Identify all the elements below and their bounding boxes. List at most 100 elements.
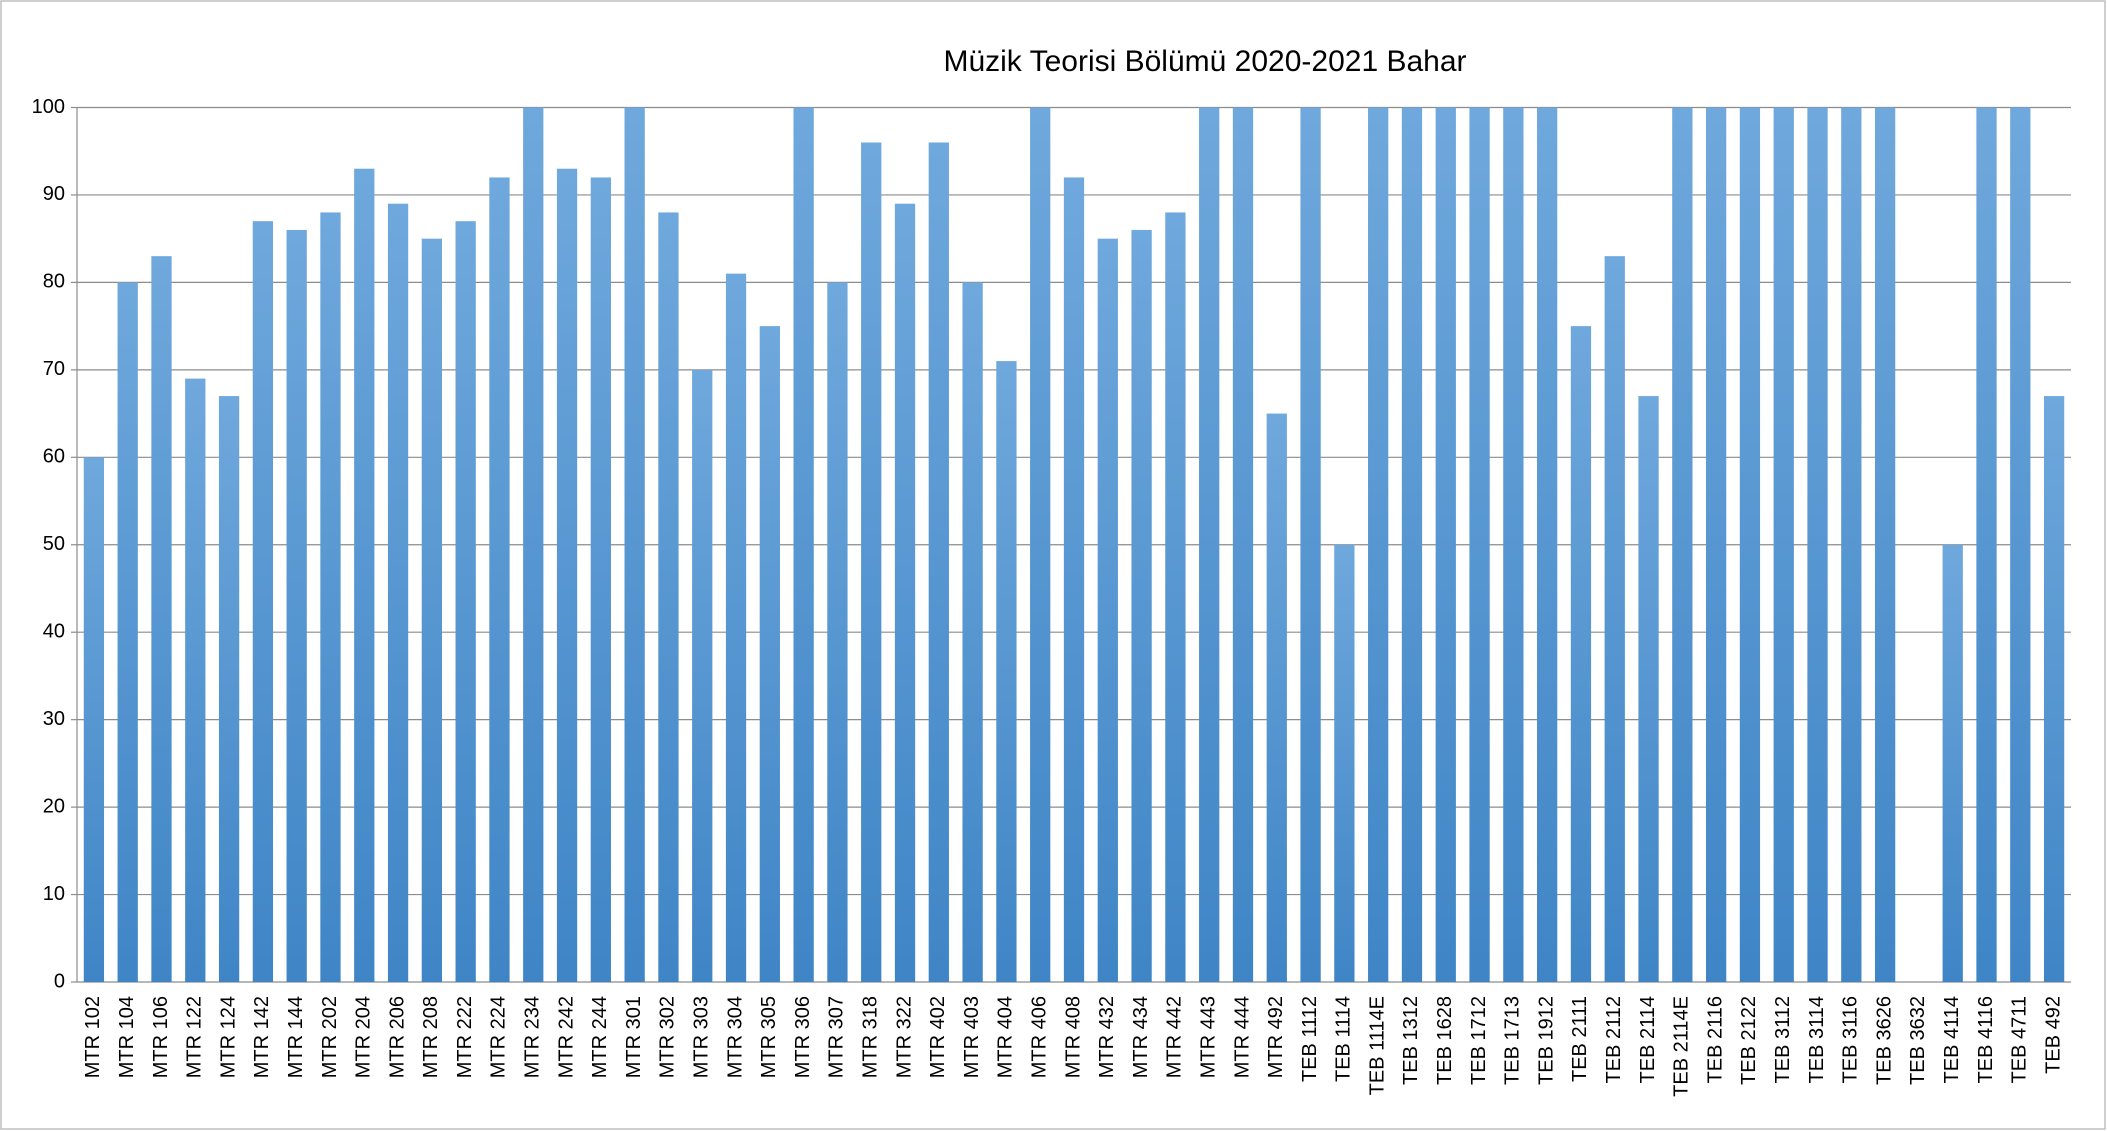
x-tick-label: TEB 2111 (1569, 996, 1591, 1082)
y-tick-label: 70 (43, 358, 65, 380)
bar (590, 177, 611, 982)
bar (2043, 396, 2065, 983)
bar (1773, 107, 1794, 982)
bar (1942, 544, 1963, 982)
x-tick-label: MTR 234 (522, 996, 544, 1078)
x-tick-label: TEB 3114 (1806, 996, 1828, 1083)
bar (793, 107, 814, 982)
bar (962, 282, 983, 982)
x-tick-label: MTR 204 (353, 996, 375, 1078)
bar (1165, 212, 1186, 982)
x-tick-label: MTR 304 (724, 996, 746, 1078)
x-tick-label: MTR 434 (1130, 996, 1152, 1078)
x-tick-label: MTR 442 (1164, 996, 1186, 1078)
bar (1976, 107, 1997, 982)
bar (489, 177, 510, 982)
bar (286, 229, 307, 982)
x-tick-label: MTR 307 (826, 996, 848, 1078)
x-tick-label: MTR 444 (1231, 996, 1253, 1078)
x-tick-label: MTR 122 (184, 996, 206, 1078)
y-tick-label: 10 (43, 883, 65, 905)
x-tick-label: MTR 202 (319, 996, 341, 1078)
bar (1841, 107, 1862, 982)
x-tick-label: MTR 102 (82, 996, 104, 1078)
bar (455, 221, 476, 982)
x-tick-label: MTR 322 (893, 996, 915, 1078)
bar (252, 221, 274, 982)
bar (523, 107, 544, 982)
x-tick-label: TEB 3112 (1772, 996, 1794, 1083)
bar (151, 256, 172, 982)
y-tick-label: 40 (43, 620, 65, 642)
x-tick-label: MTR 305 (758, 996, 780, 1078)
x-tick-label: TEB 1713 (1502, 996, 1524, 1085)
bar (692, 369, 713, 983)
x-tick-label: MTR 222 (454, 996, 476, 1078)
y-tick-label: 50 (43, 533, 65, 555)
x-tick-label: TEB 2116 (1704, 996, 1726, 1083)
bar (83, 457, 105, 982)
bar (1435, 107, 1456, 982)
x-tick-label: TEB 1112 (1299, 996, 1321, 1082)
y-tick-label: 100 (32, 96, 65, 118)
bar (421, 238, 443, 983)
bar (1537, 107, 1558, 982)
x-tick-label: MTR 244 (589, 996, 611, 1078)
x-tick-label: MTR 142 (251, 996, 273, 1078)
bar (658, 212, 679, 982)
x-tick-label: TEB 4711 (2009, 996, 2031, 1083)
x-tick-label: TEB 3626 (1873, 996, 1895, 1085)
x-tick-label: TEB 2112 (1603, 996, 1625, 1083)
x-tick-label: MTR 492 (1265, 996, 1287, 1078)
x-tick-label: MTR 224 (488, 996, 510, 1078)
y-tick-label: 60 (43, 446, 65, 468)
bar (1503, 107, 1524, 982)
bar (1368, 107, 1389, 982)
y-tick-label: 90 (43, 183, 65, 205)
x-tick-label: TEB 3632 (1907, 996, 1929, 1085)
x-tick-label: TEB 1114 (1333, 996, 1355, 1082)
bar (1705, 107, 1727, 982)
x-tick-label: MTR 443 (1197, 996, 1219, 1078)
x-tick-label: TEB 1312 (1400, 996, 1422, 1085)
bar (1097, 238, 1118, 983)
x-tick-label: TEB 492 (2042, 996, 2064, 1074)
x-tick-label: TEB 2114E (1671, 996, 1693, 1097)
bar (996, 361, 1017, 983)
bar (387, 203, 409, 982)
bar (2010, 107, 2031, 982)
x-tick-label: TEB 1912 (1535, 996, 1557, 1085)
x-tick-label: MTR 301 (623, 996, 645, 1078)
y-tick-label: 80 (43, 271, 65, 293)
x-tick-label: TEB 4114 (1941, 996, 1963, 1083)
bar (1063, 177, 1085, 982)
bar (1469, 107, 1490, 982)
bar (894, 203, 916, 982)
bar (759, 326, 780, 982)
bar (1739, 107, 1761, 982)
bar (1874, 107, 1896, 982)
x-tick-label: TEB 4116 (1975, 996, 1997, 1083)
bar (1672, 107, 1693, 982)
bar (861, 142, 882, 983)
x-tick-label: MTR 124 (217, 996, 239, 1078)
bar (1807, 107, 1828, 982)
x-tick-label: TEB 1628 (1434, 996, 1456, 1085)
bar (1604, 256, 1625, 982)
bar (1232, 107, 1254, 982)
x-tick-label: TEB 3116 (1840, 996, 1862, 1083)
x-tick-label: MTR 408 (1062, 996, 1084, 1078)
x-tick-label: MTR 104 (116, 996, 138, 1078)
bar (624, 107, 645, 982)
bar (1334, 544, 1355, 982)
bar (1401, 107, 1423, 982)
bar (1638, 396, 1659, 983)
x-tick-label: MTR 242 (555, 996, 577, 1078)
x-tick-label: MTR 306 (792, 996, 814, 1078)
y-tick-label: 0 (54, 970, 65, 992)
x-tick-label: MTR 106 (150, 996, 172, 1078)
x-tick-label: MTR 404 (995, 996, 1017, 1078)
bar (556, 168, 578, 983)
y-tick-label: 30 (43, 708, 65, 730)
